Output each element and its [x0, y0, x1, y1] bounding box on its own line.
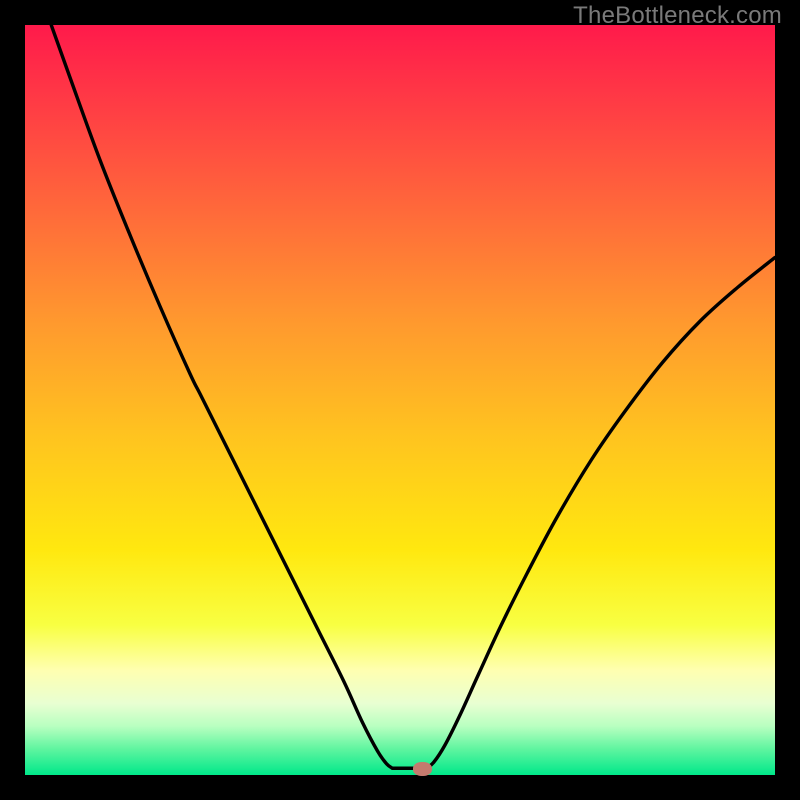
marker-dot: [413, 762, 432, 776]
curve-segment: [51, 25, 392, 768]
curve-segment: [426, 258, 775, 769]
curve-overlay: [25, 25, 775, 775]
chart-root: TheBottleneck.com: [0, 0, 800, 800]
watermark-text: TheBottleneck.com: [573, 2, 782, 30]
plot-area: [25, 25, 775, 775]
